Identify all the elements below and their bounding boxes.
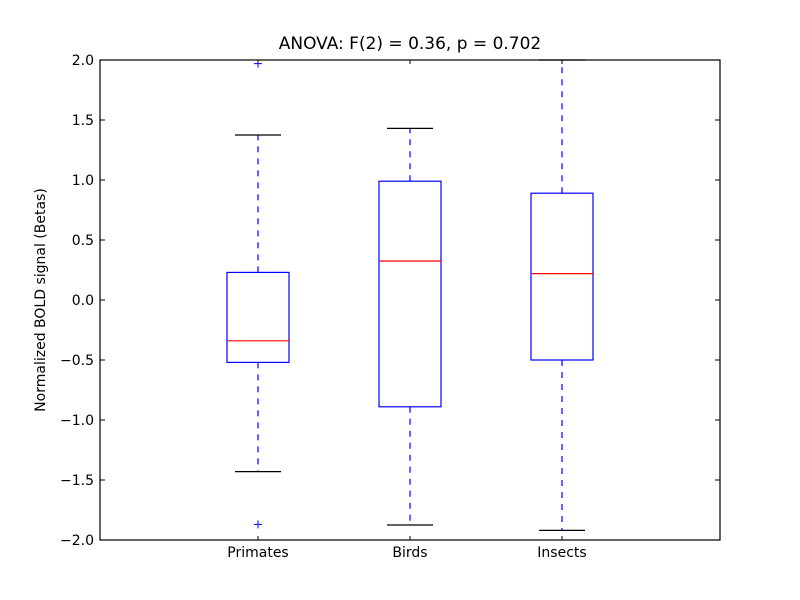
y-tick-label: 0.0 <box>72 293 94 309</box>
x-tick-label: Primates <box>227 545 288 561</box>
iqr-box <box>530 192 594 361</box>
box-primates <box>226 59 290 529</box>
y-axis: −2.0 −1.5 −1.0 −0.5 0.0 0.5 1.0 1.5 2.0 <box>60 53 720 549</box>
x-tick-label: Insects <box>537 545 586 561</box>
y-tick-label: 1.0 <box>72 173 94 189</box>
x-tick-label: Birds <box>392 545 427 561</box>
iqr-box <box>226 271 290 363</box>
x-axis: Primates Birds Insects <box>227 60 587 561</box>
box-birds <box>378 127 442 526</box>
y-tick-label: −1.0 <box>60 413 94 429</box>
chart-title: ANOVA: F(2) = 0.36, p = 0.702 <box>279 34 542 54</box>
y-axis-label: Normalized BOLD signal (Betas) <box>33 188 49 412</box>
plot-area <box>99 59 721 541</box>
y-tick-label: 2.0 <box>72 53 94 69</box>
y-tick-label: 1.5 <box>72 113 94 129</box>
y-tick-label: −2.0 <box>60 533 94 549</box>
outlier-marker <box>254 520 262 529</box>
box-insects <box>530 59 594 532</box>
y-tick-label: 0.5 <box>72 233 94 249</box>
y-tick-label: −1.5 <box>60 473 94 489</box>
iqr-box <box>378 180 442 408</box>
y-tick-label: −0.5 <box>60 353 94 369</box>
